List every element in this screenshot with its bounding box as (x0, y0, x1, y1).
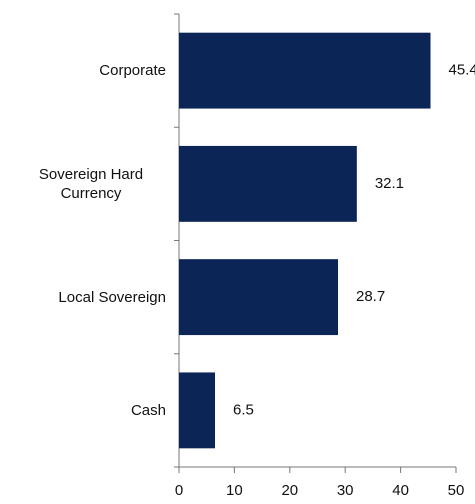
y-tick-label: Sovereign Hard Currency (38, 165, 144, 202)
category-label-box: Cash (0, 380, 166, 440)
y-tick-label: Cash (130, 401, 166, 419)
bar (179, 32, 431, 109)
value-label: 45.4 (449, 62, 475, 79)
x-tick-label: 0 (175, 482, 183, 499)
y-tick-label: Corporate (99, 62, 166, 80)
y-tick-label: Local Sovereign (58, 288, 166, 306)
x-tick-label: 50 (448, 482, 465, 499)
x-tick-label: 10 (226, 482, 243, 499)
x-tick-label: 30 (337, 482, 354, 499)
bar (179, 145, 357, 222)
bar (179, 259, 338, 336)
value-label: 28.7 (356, 288, 385, 305)
category-label-box: Sovereign Hard Currency (0, 154, 166, 214)
category-label-box: Corporate (0, 41, 166, 101)
category-label-box: Local Sovereign (0, 267, 166, 327)
x-tick-label: 20 (281, 482, 298, 499)
value-label: 32.1 (375, 175, 404, 192)
x-tick-label: 40 (392, 482, 409, 499)
value-label: 6.5 (233, 401, 254, 418)
bar (179, 372, 216, 449)
